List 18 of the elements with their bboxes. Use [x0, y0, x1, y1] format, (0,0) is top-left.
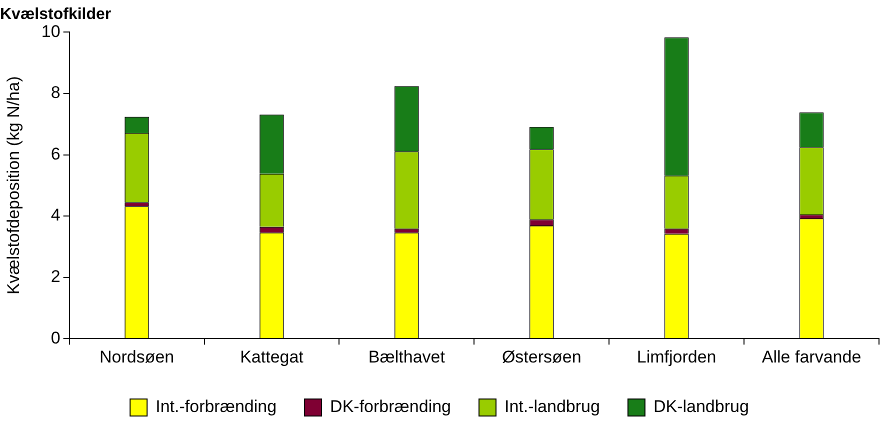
x-tick-label: Østersøen	[502, 347, 582, 366]
chart-title: Kvælstofkilder	[0, 6, 112, 24]
y-tick-label: 8	[50, 83, 60, 102]
y-tick-label: 2	[50, 267, 60, 286]
y-tick-label: 10	[41, 22, 60, 41]
y-tick-label: 0	[50, 328, 60, 348]
x-tick-label: Nordsøen	[99, 347, 174, 366]
legend-label: Int.-forbrænding	[156, 397, 277, 416]
legend-label: Int.-landbrug	[504, 397, 600, 416]
y-tick-label: 4	[50, 206, 60, 225]
legend-label: DK-landbrug	[653, 397, 749, 416]
x-tick-label: Bælthavet	[368, 347, 446, 366]
legend-label: DK-forbrænding	[330, 397, 452, 416]
x-tick-label: Kattegat	[240, 347, 304, 366]
y-tick-label: 6	[50, 144, 60, 164]
x-tick-label: Alle farvande	[762, 347, 862, 366]
y-axis-title: Kvælstofdeposition (kg N/ha)	[4, 76, 23, 295]
x-tick-label: Limfjorden	[636, 347, 716, 366]
